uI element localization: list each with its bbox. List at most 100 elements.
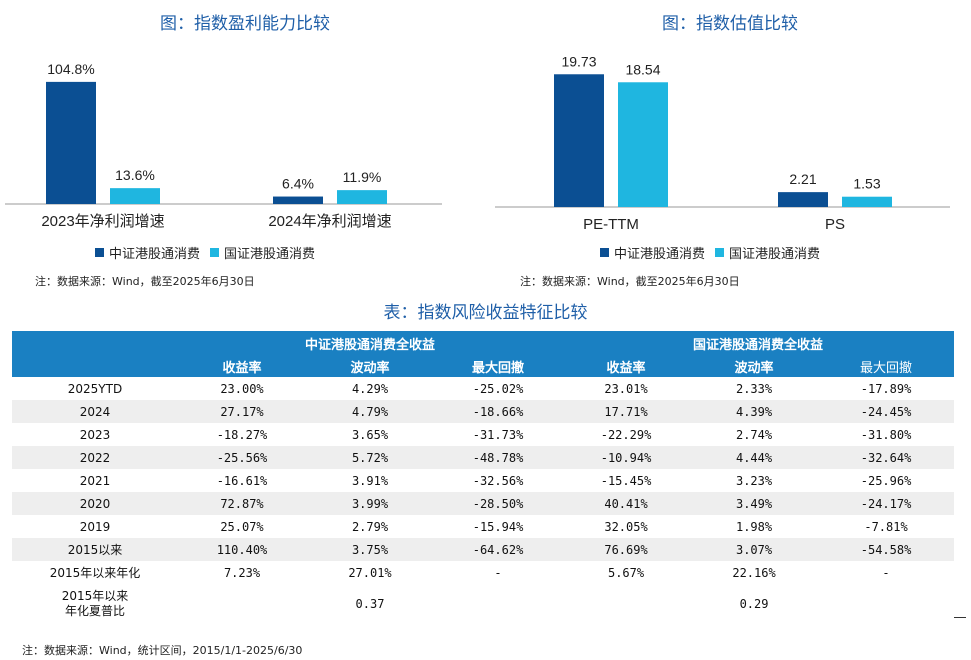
right-chart-title: 图：指数估值比较 (662, 14, 798, 34)
table-cell: -15.45% (600, 473, 652, 488)
row-label: 2022 (12, 446, 178, 469)
table-row-sharpe: 2015年以来 年化夏普比 0.37 0.29 (12, 584, 954, 623)
table-row: 2015年以来年化 7.23% 27.01% - 5.67% 22.16% - (12, 561, 954, 584)
bar-cni (110, 188, 160, 204)
legend-label-cni: 国证港股通消费 (224, 247, 316, 262)
row-label: 2015年以来年化 (49, 566, 141, 580)
column-header: 波动率 (306, 355, 434, 377)
bar-csi (778, 192, 828, 207)
table-cell: 1.98% (735, 519, 773, 534)
table-cell: - (494, 565, 502, 580)
table-cell: 23.01% (604, 381, 648, 396)
table-cell: -18.27% (216, 427, 268, 442)
table-cell: -10.94% (562, 446, 691, 469)
data-label: 104.8% (47, 61, 94, 77)
table-row: 2024 27.17% 4.79% -18.66% 17.71% 4.39% -24.45% (12, 400, 955, 423)
table-cell: -48.78% (434, 446, 563, 469)
data-label: 18.54 (625, 61, 660, 77)
table-cell: 3.07% (690, 538, 819, 561)
table-cell: -54.58% (818, 538, 955, 561)
profit-chart: 104.8% 13.6% 2023年净利润增速 6.4% 11.9% 2024年净利润增速 (5, 61, 442, 230)
table-cell: 3.99% (306, 492, 434, 515)
table-cell: 27.01% (348, 565, 392, 580)
table-cell: 72.87% (178, 492, 306, 515)
table-cell: -24.17% (818, 492, 955, 515)
table-cell: 3.91% (351, 473, 389, 488)
table-cell: 4.44% (690, 446, 819, 469)
table-row: 2022 -25.56% 5.72% -48.78% -10.94% 4.44% -32.6… (12, 446, 955, 469)
data-label: 19.73 (561, 53, 596, 69)
table-cell: 22.16% (732, 565, 776, 580)
column-header: 收益率 (178, 355, 306, 377)
row-label: 2023 (79, 427, 111, 442)
table-cell: -17.89% (860, 381, 912, 396)
left-chart-source-note: 注：数据来源：Wind，截至2025年6月30日 (35, 275, 255, 288)
table-cell: 3.49% (690, 492, 819, 515)
bar-cni (618, 82, 668, 207)
table-cell: 0.37 (355, 596, 385, 611)
table-cell: 110.40% (178, 538, 306, 561)
header-empty (12, 355, 178, 377)
data-label: 2.21 (789, 171, 816, 187)
header-empty (12, 331, 178, 355)
table-cell (562, 584, 690, 623)
table-cell: 2.79% (351, 519, 389, 534)
row-label: 2021 (79, 473, 111, 488)
right-chart-source-note: 注：数据来源：Wind，截至2025年6月30日 (520, 275, 740, 288)
table-cell: -32.56% (472, 473, 524, 488)
data-label: 13.6% (115, 167, 155, 183)
bar-cni (337, 190, 387, 204)
table-cell: 7.23% (223, 565, 261, 580)
column-header: 最大回撤 (818, 355, 955, 377)
legend-swatch-csi (95, 248, 104, 257)
table-cell (434, 584, 562, 623)
table-cell: -24.45% (818, 400, 955, 423)
category-label: 2023年净利润增速 (41, 213, 164, 230)
bar-cni (842, 196, 892, 207)
table-cell: -16.61% (216, 473, 268, 488)
table-cell: 5.72% (306, 446, 434, 469)
legend-swatch-cni (210, 248, 220, 257)
table-cell: -31.73% (472, 427, 524, 442)
row-label-line: 2015年以来 (61, 588, 129, 603)
legend-label-csi: 中证港股通消费 (614, 247, 706, 262)
category-label: PE-TTM (583, 216, 639, 233)
column-header: 波动率 (690, 355, 819, 377)
table-cell: -7.81% (864, 519, 908, 534)
column-header: 收益率 (562, 355, 691, 377)
table-cell: 2.74% (735, 427, 773, 442)
risk-return-table: 中证港股通消费全收益 国证港股通消费全收益 收益率 波动率 最大回撤 收益率 波动率 最大… (12, 331, 955, 623)
legend-swatch-cni (715, 248, 725, 257)
table-row: 2025YTD 23.00% 4.29% -25.02% 23.01% 2.33% -17.… (12, 377, 954, 400)
row-label: 2020 (12, 492, 178, 515)
bar-csi (554, 74, 604, 207)
left-chart-title: 图：指数盈利能力比较 (160, 14, 330, 34)
table-row: 2021 -16.61% 3.91% -32.56% -15.45% 3.23% -25.9… (12, 469, 954, 492)
group-header-csi: 中证港股通消费全收益 (178, 331, 563, 355)
table-cell: 23.00% (220, 381, 264, 396)
table-cell: 25.07% (220, 519, 264, 534)
data-label: 6.4% (282, 176, 314, 192)
table-cell: 4.39% (690, 400, 819, 423)
table-title: 表：指数风险收益特征比较 (383, 303, 588, 323)
table-cell: 5.67% (607, 565, 645, 580)
table-cell: -22.29% (600, 427, 652, 442)
row-label: 2019 (79, 519, 111, 534)
legend-label-cni: 国证港股通消费 (729, 247, 821, 262)
table-cell: -18.66% (434, 400, 563, 423)
row-label: 2024 (12, 400, 178, 423)
legend-swatch-csi (600, 248, 609, 257)
table-cell: -15.94% (472, 519, 524, 534)
category-label: 2024年净利润增速 (268, 213, 391, 230)
table-edge-mark (954, 617, 966, 618)
table-source-note: 注：数据来源：Wind，统计区间，2015/1/1-2025/6/30 (22, 644, 303, 657)
table-cell: 4.29% (351, 381, 389, 396)
table-row: 2020 72.87% 3.99% -28.50% 40.41% 3.49% -24.17% (12, 492, 955, 515)
table-cell (178, 584, 306, 623)
table-cell: - (882, 565, 890, 580)
legend-label-csi: 中证港股通消费 (109, 247, 201, 262)
left-chart-legend: 中证港股通消费 国证港股通消费 (95, 243, 325, 262)
table-cell: -64.62% (434, 538, 563, 561)
table-cell: -28.50% (434, 492, 563, 515)
table-cell: -31.80% (860, 427, 912, 442)
